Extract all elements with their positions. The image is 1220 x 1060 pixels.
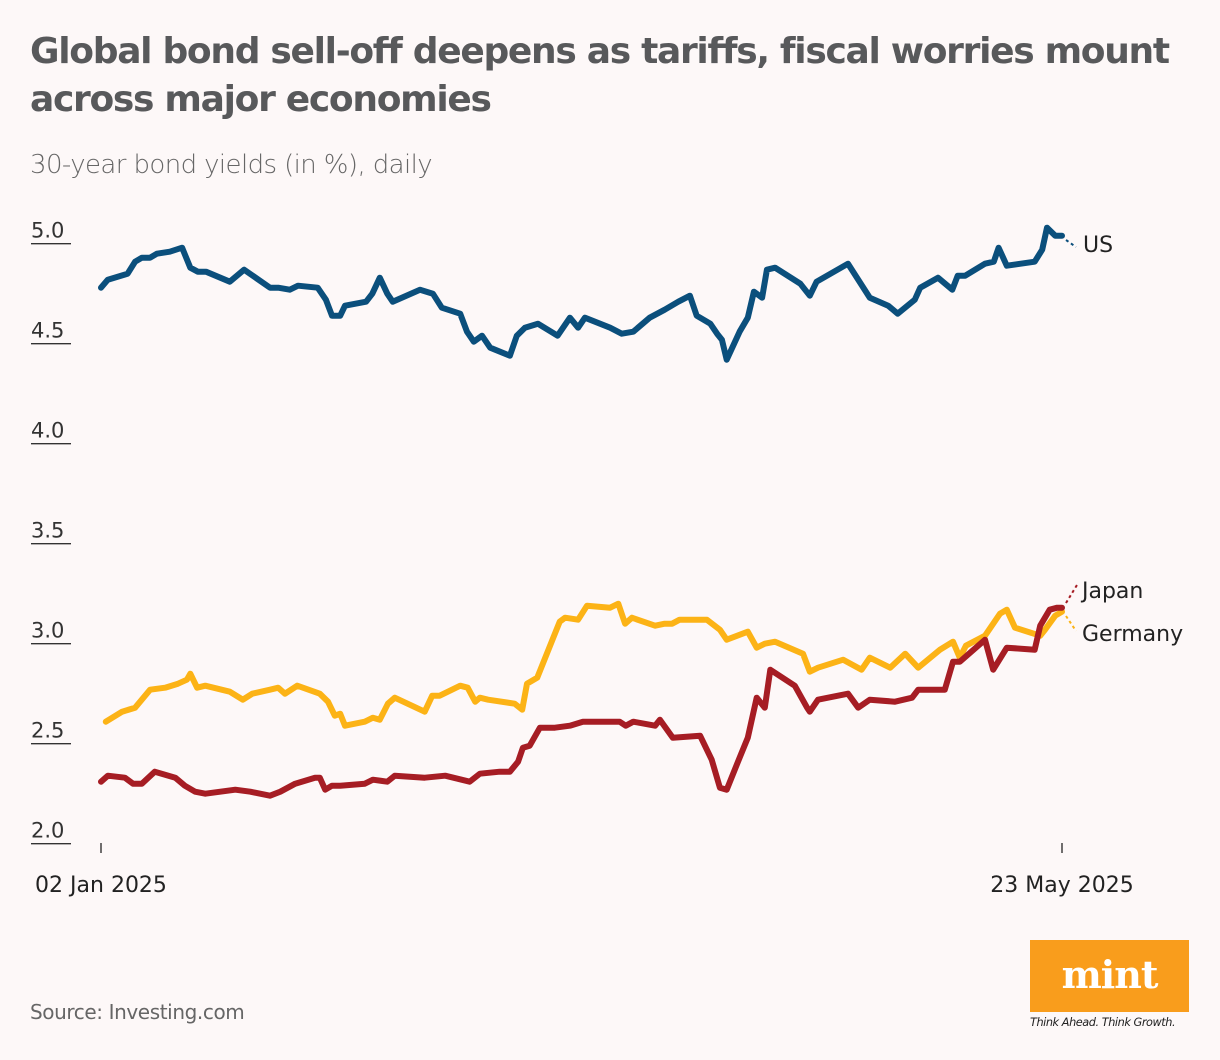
y-tick-label: 4.5 [31, 319, 64, 343]
y-tick-label: 2.5 [31, 719, 64, 743]
label-leader-japan [1065, 584, 1078, 604]
y-axis: 2.0 2.5 3.0 3.5 4.0 4.5 5.0 [31, 219, 71, 845]
series-label-us: US [1083, 233, 1113, 258]
series-labels: US Japan Germany [1065, 233, 1183, 647]
series-line-germany [102, 600, 1065, 729]
y-tick-label: 5.0 [31, 219, 64, 243]
x-axis: 02 Jan 2025 23 May 2025 [35, 843, 1134, 898]
y-tick-label: 3.0 [31, 619, 64, 643]
y-tick-label: 2.0 [31, 819, 64, 843]
y-tick-label: 3.5 [31, 519, 64, 543]
y-tick-label: 4.0 [31, 419, 64, 443]
logo-text: mint [1061, 951, 1159, 997]
series-label-japan: Japan [1080, 579, 1143, 604]
label-leader-germany [1065, 615, 1077, 632]
x-tick-label: 23 May 2025 [990, 873, 1133, 898]
series-line-japan [98, 604, 1065, 799]
label-leader-us [1065, 239, 1077, 248]
series-line-us [98, 224, 1065, 363]
source-note: Source: Investing.com [30, 1000, 245, 1024]
x-tick-label: 02 Jan 2025 [35, 873, 167, 898]
chart-subtitle: 30-year bond yields (in %), daily [30, 150, 433, 180]
chart-title: Global bond sell-off deepens as tariffs,… [30, 31, 1170, 120]
mint-logo: mint [1030, 940, 1189, 1012]
series-layer [98, 224, 1065, 799]
logo-tagline: Think Ahead. Think Growth. [1030, 1016, 1176, 1029]
series-label-germany: Germany [1082, 622, 1183, 647]
